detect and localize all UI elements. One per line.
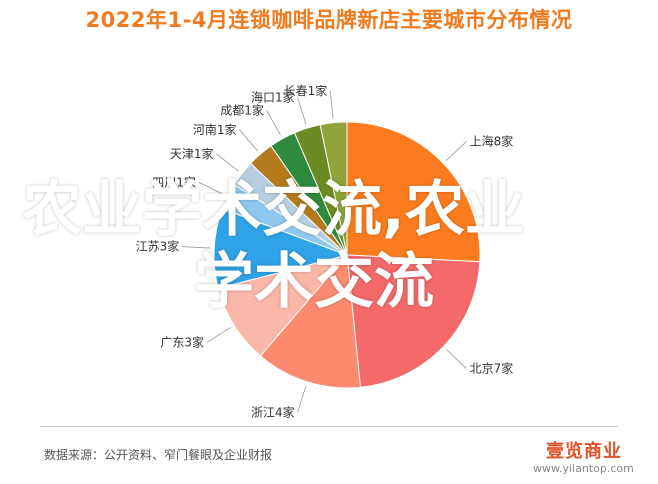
watermark-text-line-1: 农业学术交流,农业 (22, 175, 525, 245)
pie-slice-2 (259, 253, 362, 389)
label-leader-2 (297, 385, 307, 413)
slice-label-4: 江苏3家 (136, 239, 180, 254)
slice-label-5: 四川1家 (152, 174, 196, 189)
brand-url: www.yilantop.com (533, 462, 634, 475)
chart-title: 2022年1-4月连锁咖啡品牌新店主要城市分布情况 (85, 8, 573, 32)
slice-label-2: 浙江4家 (251, 404, 295, 419)
slice-label-0: 上海8家 (470, 133, 514, 148)
label-leader-4 (182, 246, 211, 249)
label-leaders (182, 90, 467, 413)
label-leader-7 (239, 129, 259, 152)
label-leader-0 (446, 141, 467, 161)
slice-label-3: 广东3家 (160, 334, 204, 349)
pie-slice-0 (346, 121, 481, 263)
label-leader-5 (198, 181, 225, 196)
slice-label-1: 北京7家 (470, 361, 514, 376)
slice-label-10: 长春1家 (284, 83, 328, 98)
slice-label-7: 河南1家 (193, 122, 237, 137)
pie-slice-1 (346, 254, 481, 388)
slice-label-9: 海口1家 (251, 90, 295, 105)
slice-label-6: 天津1家 (170, 146, 214, 161)
label-leader-1 (446, 349, 467, 369)
data-source-note: 数据来源：公开资料、窄门餐眼及企业财报 (44, 448, 273, 462)
label-leader-9 (297, 97, 307, 125)
label-leader-6 (216, 153, 239, 172)
label-leader-3 (206, 327, 231, 343)
brand-logo-text: 壹览商业 (546, 441, 622, 462)
pie-slices (213, 121, 481, 389)
slice-label-8: 成都1家 (220, 103, 264, 118)
footer-divider (40, 426, 618, 427)
watermark-text-line-2: 学术交流 (194, 247, 434, 317)
pie-slice-4 (213, 208, 349, 289)
label-leader-10 (329, 90, 334, 119)
pie-slice-10 (319, 121, 348, 256)
label-leader-8 (266, 110, 281, 136)
